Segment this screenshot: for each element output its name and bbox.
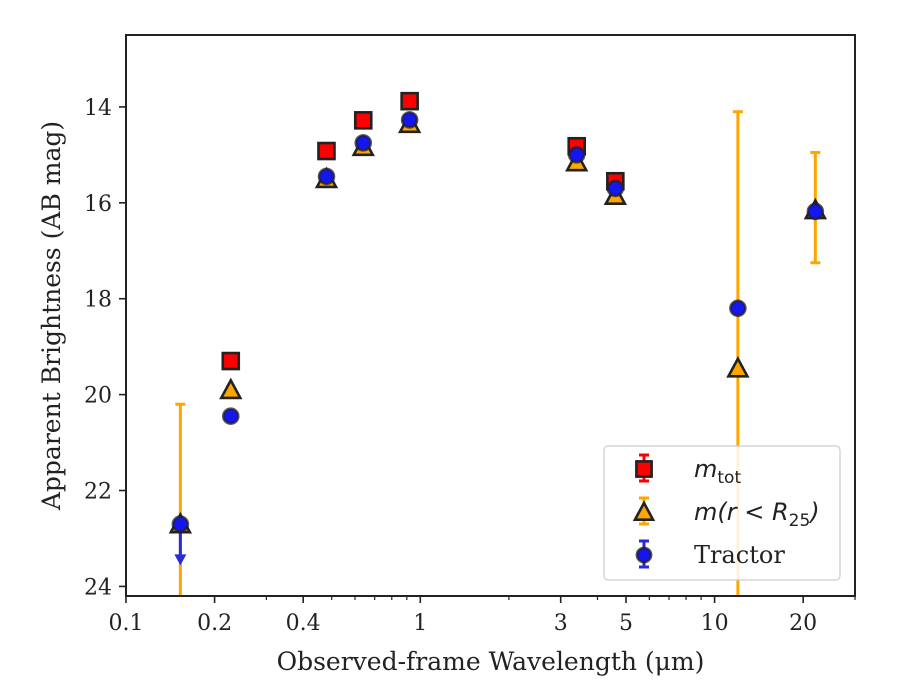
circle-marker — [606, 179, 625, 198]
circle-marker — [354, 134, 373, 152]
circle-marker — [635, 546, 653, 564]
circle-marker — [400, 111, 419, 129]
legend-box — [603, 445, 841, 581]
x-tick-label: 5 — [619, 611, 633, 636]
y-tick-label: 16 — [84, 192, 112, 217]
square-marker — [317, 141, 336, 161]
y-tick-label: 22 — [84, 480, 112, 505]
circle-marker — [806, 202, 825, 221]
circle-marker — [221, 407, 240, 425]
y-tick-label: 18 — [84, 288, 112, 313]
axis-ticks: 0.1 0.2 0.4 1 3 5 10 20 14 16 18 20 22 24 — [84, 96, 856, 636]
square-marker — [635, 460, 653, 478]
data-marks — [168, 91, 828, 596]
circle-marker — [171, 515, 190, 533]
y-tick-label: 14 — [84, 96, 112, 121]
x-tick-label: 20 — [789, 611, 817, 636]
x-tick-label: 0.2 — [197, 611, 232, 636]
y-tick-label: 20 — [84, 384, 112, 409]
square-marker — [400, 91, 419, 111]
x-axis-label: Observed-frame Wavelength (μm) — [277, 647, 705, 676]
plot-frame — [125, 34, 856, 597]
circle-marker — [567, 146, 586, 164]
x-tick-label: 0.4 — [286, 611, 321, 636]
triangle-marker — [219, 377, 243, 400]
triangle-marker — [632, 500, 656, 521]
triangle-marker — [726, 356, 750, 378]
y-tick-label: 24 — [84, 575, 112, 600]
x-tick-label: 3 — [554, 611, 568, 636]
x-tick-label: 10 — [701, 611, 729, 636]
square-marker — [353, 111, 373, 130]
legend-entry-0: mtot — [694, 455, 741, 488]
legend-entry-2: Tractor — [694, 541, 785, 569]
square-marker — [221, 351, 241, 371]
circle-marker — [317, 167, 336, 186]
y-axis-label: Apparent Brightness (AB mag) — [37, 121, 66, 511]
legend: mtot m(r < R25) Tractor — [603, 445, 841, 581]
legend-entry-1: m(r < R25) — [694, 498, 820, 531]
x-tick-label: 1 — [413, 611, 427, 636]
upper-limit-arrow — [174, 554, 187, 566]
circle-marker — [729, 299, 747, 318]
x-tick-label: 0.1 — [109, 611, 144, 636]
